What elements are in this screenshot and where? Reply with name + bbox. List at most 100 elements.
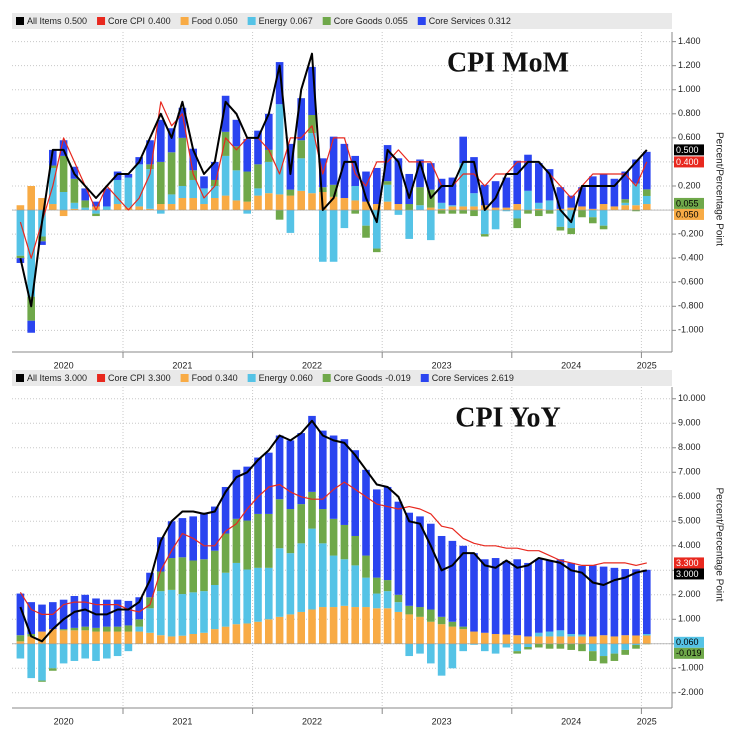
bar-segment xyxy=(351,200,359,211)
bar-segment xyxy=(135,631,143,644)
bar-segment xyxy=(265,513,273,568)
bar-segment xyxy=(81,207,89,211)
bar-segment xyxy=(178,518,187,558)
bar-segment xyxy=(319,187,327,192)
bar-segment xyxy=(373,167,381,205)
bar-segment xyxy=(27,636,35,644)
bar-segment xyxy=(437,643,446,676)
legend-label: Core Services xyxy=(429,16,486,26)
bar-segment xyxy=(38,198,46,211)
bar-segment xyxy=(211,584,219,630)
bar-segment xyxy=(437,178,446,203)
bar-segment xyxy=(427,609,435,622)
bar-segment xyxy=(481,632,489,644)
bar-segment xyxy=(362,607,370,644)
y-tick-label: 0.600 xyxy=(678,132,701,142)
last-value-label: 0.400 xyxy=(676,157,699,167)
bar-segment xyxy=(416,159,424,188)
x-tick-label: 2020 xyxy=(54,360,74,370)
bar-segment xyxy=(265,113,273,150)
bar-segment xyxy=(599,566,608,636)
bar-segment xyxy=(211,198,219,211)
bar-segment xyxy=(535,210,543,217)
bar-segment xyxy=(513,643,521,652)
bar-segment xyxy=(383,201,392,211)
bar-segment xyxy=(254,621,262,644)
bar-segment xyxy=(70,643,79,661)
bar-segment xyxy=(49,149,57,166)
legend-value: 0.060 xyxy=(290,373,313,383)
bar-segment xyxy=(643,151,651,190)
y-tick-label: 8.000 xyxy=(678,442,701,452)
last-value-badge xyxy=(674,647,704,659)
bar-segment xyxy=(70,630,79,644)
bar-segment xyxy=(27,320,35,333)
bar-segment xyxy=(286,509,295,554)
bar-segment xyxy=(394,158,403,205)
bar-segment xyxy=(16,641,25,644)
bar-segment xyxy=(351,155,359,186)
y-tick-label: 1.400 xyxy=(678,36,701,46)
x-tick-label: 2022 xyxy=(302,716,322,726)
bar-segment xyxy=(297,543,305,612)
bar-segment xyxy=(481,210,489,235)
bar-segment xyxy=(578,636,586,644)
bar-segment xyxy=(578,187,586,207)
bar-segment xyxy=(329,555,338,608)
bar-segment xyxy=(513,635,521,644)
x-tick-label: 2021 xyxy=(172,360,192,370)
legend-background xyxy=(12,13,672,29)
bar-segment xyxy=(632,159,640,184)
bar-segment xyxy=(200,176,208,189)
bar-segment xyxy=(405,614,413,644)
y-tick-label: 9.000 xyxy=(678,418,701,428)
bar-segment xyxy=(351,535,359,566)
bar-segment xyxy=(599,656,608,664)
bar-segment xyxy=(200,188,208,205)
bar-segment xyxy=(437,535,446,617)
bar-segment xyxy=(405,210,413,239)
last-value-label: 0.055 xyxy=(676,198,699,208)
bar-segment xyxy=(524,636,532,644)
legend-label: Core CPI xyxy=(108,16,145,26)
bar-segment xyxy=(92,627,100,632)
bar-segment xyxy=(459,206,467,211)
bar-segment xyxy=(383,591,392,609)
bar-segment xyxy=(297,140,305,159)
bar-segment xyxy=(211,550,219,585)
bar-segment xyxy=(491,181,500,208)
bar-segment xyxy=(491,210,500,230)
legend-label: Energy xyxy=(259,373,288,383)
bar-segment xyxy=(146,608,154,633)
bar-segment xyxy=(340,143,349,199)
bar-segment xyxy=(167,204,176,211)
bar-segment xyxy=(254,513,262,568)
last-value-label: 3.000 xyxy=(676,569,699,579)
bar-segment xyxy=(308,193,316,211)
bar-segment xyxy=(589,565,597,637)
bar-segment xyxy=(157,210,165,214)
bar-segment xyxy=(545,560,554,632)
bar-segment xyxy=(265,567,273,620)
legend-label: Food xyxy=(192,373,213,383)
bar-segment xyxy=(178,107,187,138)
chart-title: CPI MoM xyxy=(447,47,569,78)
bar-segment xyxy=(232,469,241,519)
bar-segment xyxy=(103,188,111,207)
y-tick-label: 2.000 xyxy=(678,589,701,599)
last-value-label: 3.300 xyxy=(676,558,699,568)
bar-segment xyxy=(27,185,35,211)
bar-segment xyxy=(405,204,413,211)
bar-segment xyxy=(362,469,370,556)
bar-segment xyxy=(470,210,478,217)
bar-segment xyxy=(319,509,327,544)
bar-segment xyxy=(340,559,349,606)
bar-segment xyxy=(578,643,586,652)
bar-segment xyxy=(524,646,532,650)
legend-swatch xyxy=(247,17,256,25)
bar-segment xyxy=(243,520,251,570)
bar-segment xyxy=(275,104,284,195)
bar-segment xyxy=(351,210,359,214)
bar-segment xyxy=(81,594,89,627)
x-tick-label: 2023 xyxy=(432,360,452,370)
